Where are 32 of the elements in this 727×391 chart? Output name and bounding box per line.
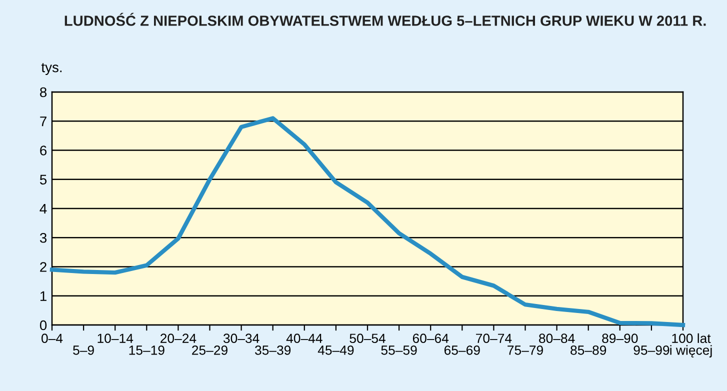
y-tick-label: 3 [40, 232, 47, 243]
x-tick-label: 100 lat i więcej [670, 333, 712, 358]
x-tick-label: 30–34 [223, 334, 260, 344]
x-tick-label: 20–24 [160, 334, 196, 344]
x-tick-label: 40–44 [286, 334, 322, 344]
y-tick-label: 6 [40, 146, 47, 156]
x-tick-label: 50–54 [350, 334, 386, 344]
x-tick-label: 25–29 [192, 346, 228, 355]
x-tick-label: 95–99 [634, 346, 670, 355]
x-tick-label: 15–19 [129, 346, 164, 355]
x-tick-label: 80–84 [539, 334, 575, 344]
y-axis-title: tys. [41, 63, 62, 75]
x-tick-label: 35–39 [255, 346, 291, 355]
x-tick-label: 89–90 [602, 334, 638, 344]
x-tick-label: 85–89 [570, 346, 606, 355]
chart-title: LUDNOŚĆ Z NIEPOLSKIM OBYWATELSTWEM WEDŁUG 5–LETNICH GRUP WIEKU W 2011 R. [64, 12, 706, 26]
x-tick-label: 0–4 [42, 334, 63, 344]
x-tick-label: 60–64 [412, 334, 449, 344]
y-tick-label: 1 [40, 291, 46, 301]
y-tick-label: 5 [40, 174, 47, 185]
y-tick-label: 4 [40, 204, 47, 214]
x-tick-label: 75–79 [508, 346, 543, 355]
x-tick-label: 55–59 [381, 346, 417, 355]
x-tick-label: 10–14 [98, 334, 134, 344]
x-tick-label: 45–49 [318, 346, 354, 355]
x-tick-label: 65–69 [444, 346, 480, 355]
x-tick-label: 5–9 [73, 346, 94, 355]
y-tick-label: 8 [40, 87, 47, 98]
x-tick-label: 70–74 [476, 334, 512, 344]
y-tick-label: 2 [40, 262, 46, 272]
y-tick-label: 7 [40, 116, 46, 126]
y-tick-label: 0 [40, 320, 47, 330]
